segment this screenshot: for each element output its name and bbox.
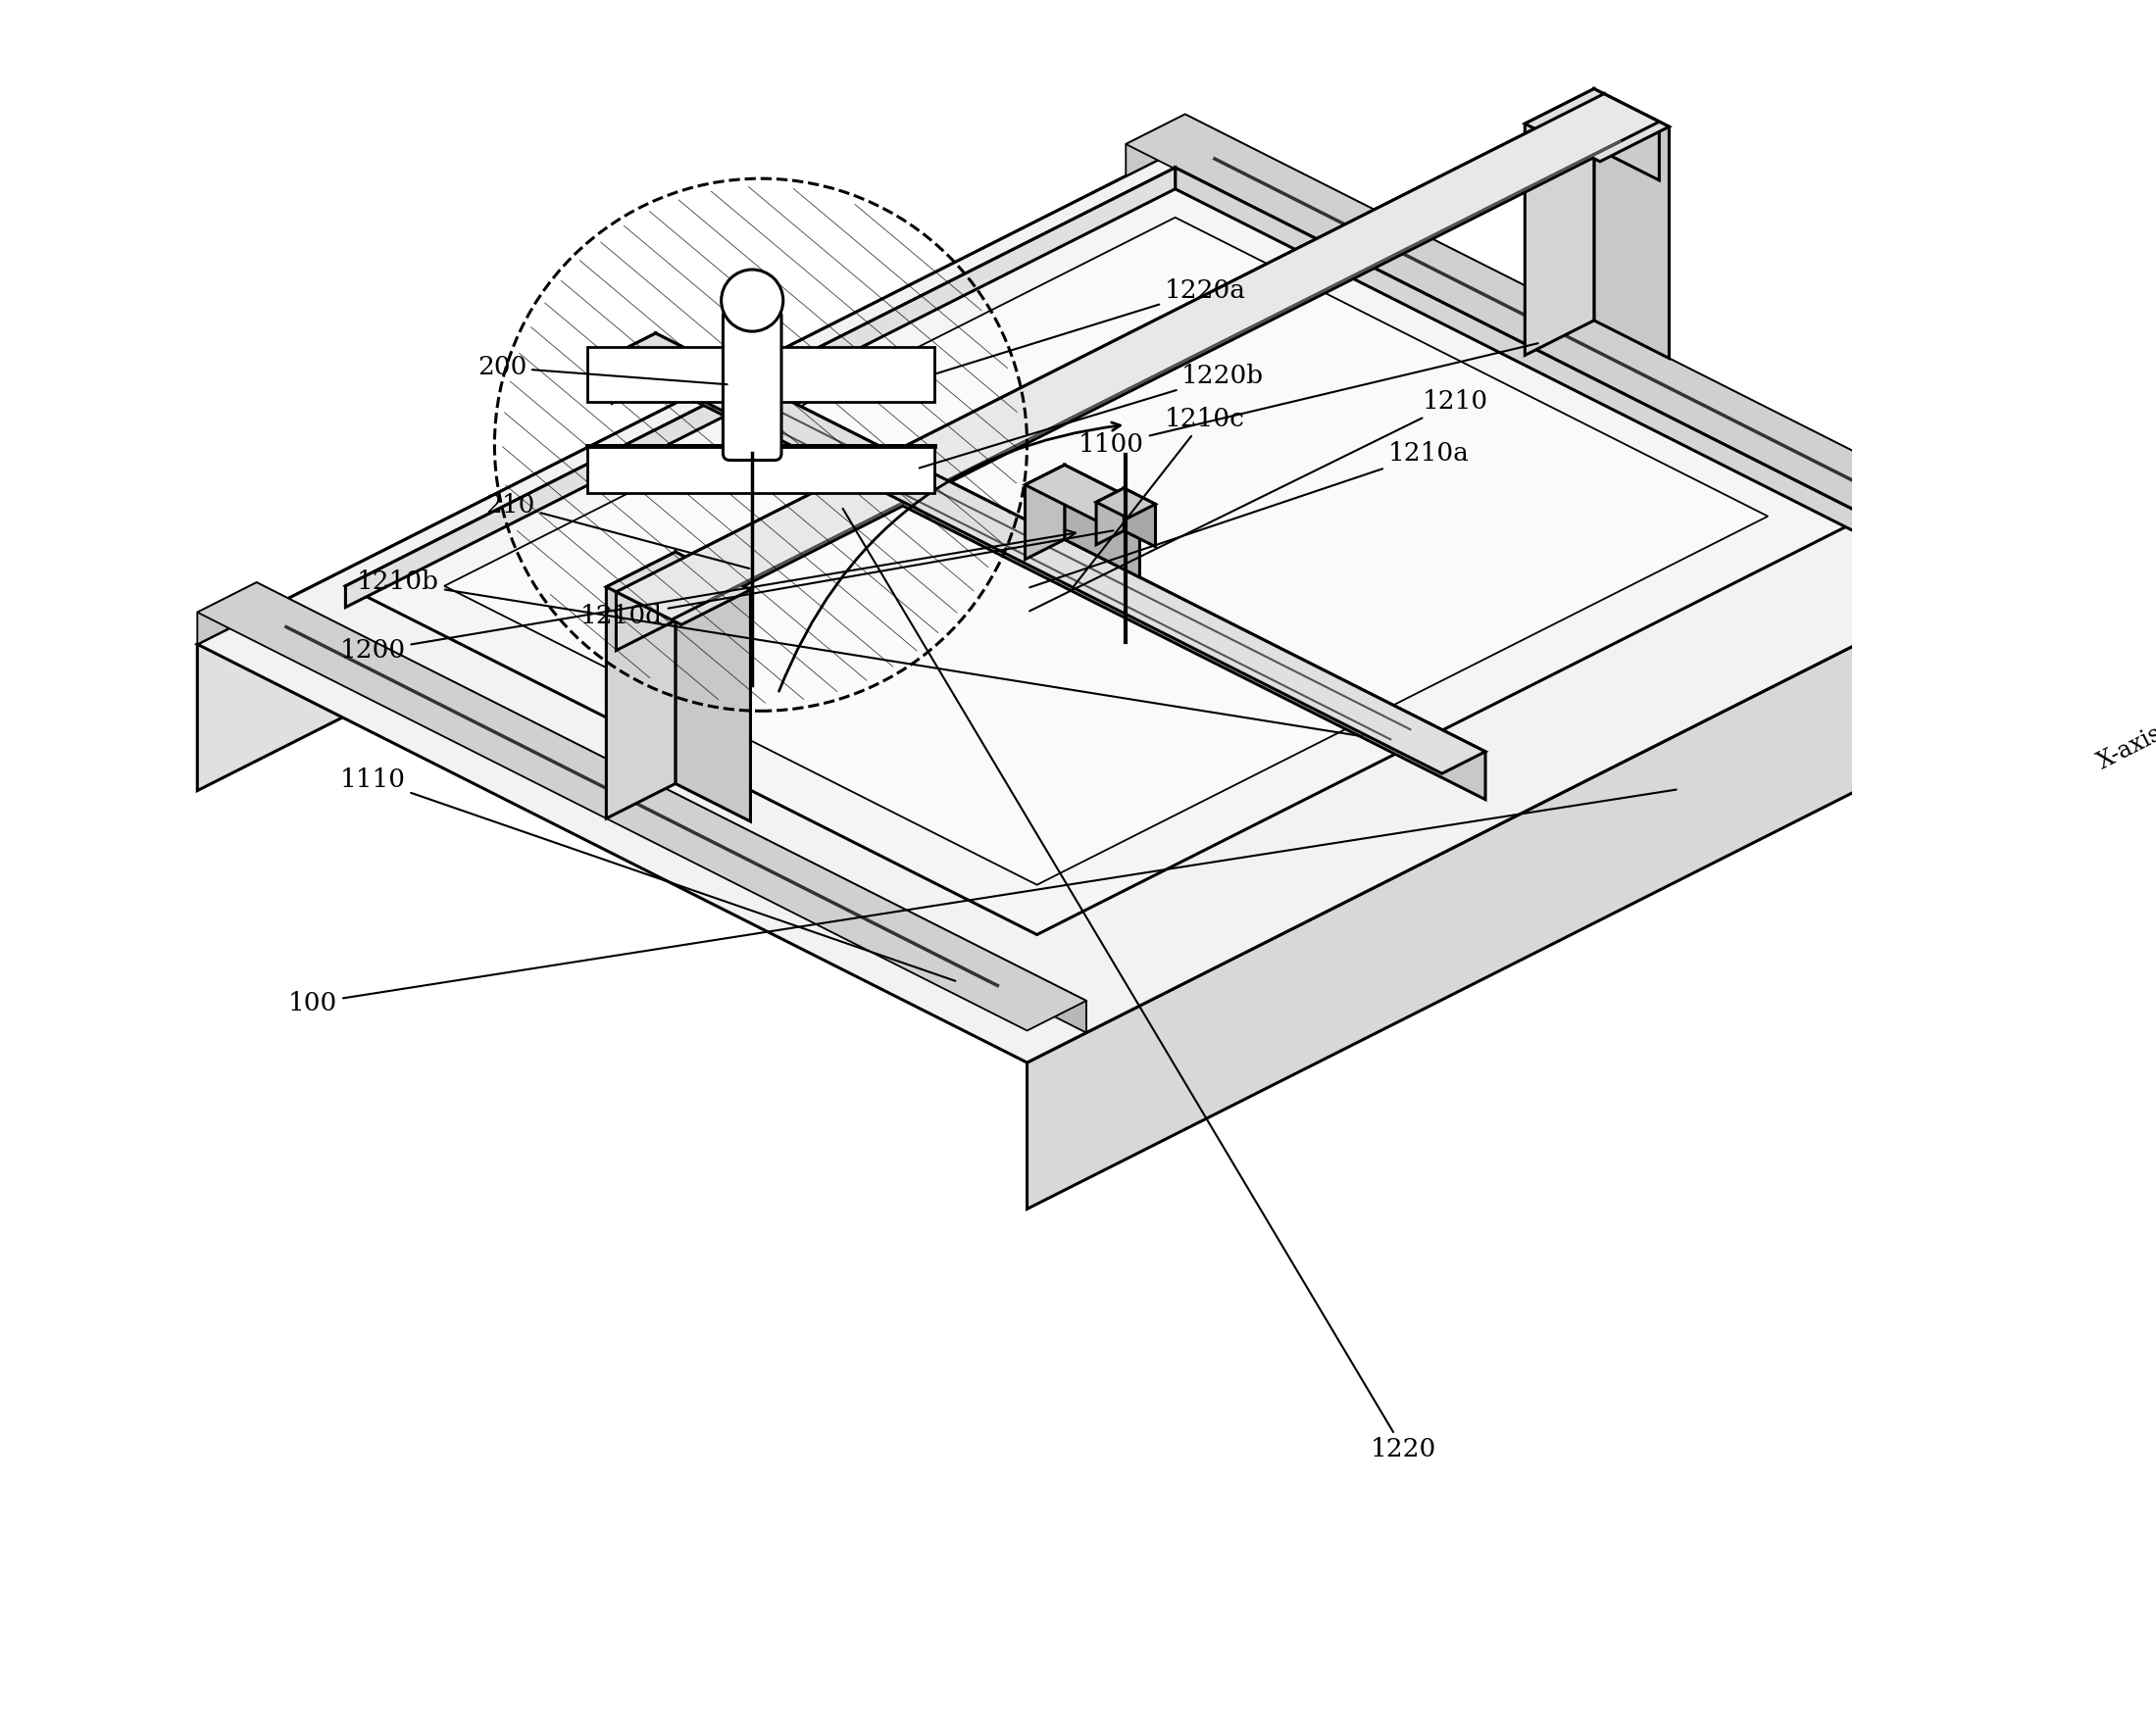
Polygon shape — [1065, 466, 1141, 578]
Text: 100: 100 — [289, 789, 1677, 1014]
Polygon shape — [345, 168, 1867, 935]
Polygon shape — [1186, 145, 2016, 711]
Bar — [589, 445, 934, 493]
Text: 1220: 1220 — [843, 509, 1436, 1461]
Text: 210: 210 — [485, 493, 750, 568]
Polygon shape — [1175, 168, 1867, 538]
Polygon shape — [1026, 564, 2016, 1208]
Polygon shape — [606, 552, 750, 625]
Polygon shape — [345, 168, 1175, 608]
Polygon shape — [1123, 488, 1156, 547]
Polygon shape — [198, 582, 1087, 1030]
Polygon shape — [1024, 466, 1141, 523]
Text: 1220a: 1220a — [936, 279, 1246, 374]
Text: X-axis: X-axis — [2093, 722, 2156, 774]
Polygon shape — [617, 93, 1604, 651]
Polygon shape — [257, 582, 1087, 1033]
Text: 200: 200 — [476, 355, 727, 384]
Polygon shape — [606, 552, 675, 819]
Polygon shape — [1024, 466, 1065, 559]
Polygon shape — [1604, 93, 1660, 180]
Polygon shape — [198, 145, 1186, 791]
Text: 1210d: 1210d — [580, 531, 1112, 628]
FancyBboxPatch shape — [722, 310, 780, 460]
Text: 1110: 1110 — [341, 767, 955, 981]
Polygon shape — [612, 334, 655, 403]
Polygon shape — [1125, 114, 2016, 563]
Polygon shape — [655, 334, 1485, 800]
FancyArrowPatch shape — [778, 422, 1121, 691]
Polygon shape — [1125, 114, 1186, 177]
Text: 1100: 1100 — [1078, 343, 1537, 457]
Circle shape — [722, 270, 783, 331]
Text: 1210b: 1210b — [358, 569, 1363, 736]
Text: 1210: 1210 — [1031, 389, 1488, 611]
Polygon shape — [1186, 114, 2016, 564]
Polygon shape — [444, 218, 1768, 885]
Polygon shape — [1593, 88, 1669, 358]
Polygon shape — [1524, 88, 1593, 355]
Text: 1210c: 1210c — [1072, 407, 1244, 589]
Polygon shape — [198, 582, 257, 644]
Text: 1210a: 1210a — [1031, 441, 1468, 587]
Text: 1200: 1200 — [341, 530, 1076, 663]
Polygon shape — [1095, 488, 1123, 545]
Polygon shape — [1095, 488, 1156, 518]
Polygon shape — [198, 145, 2016, 1063]
Polygon shape — [612, 334, 1485, 774]
Bar — [589, 346, 934, 402]
Polygon shape — [1524, 88, 1669, 161]
Text: 1220b: 1220b — [918, 364, 1263, 467]
Polygon shape — [617, 93, 1660, 620]
Polygon shape — [675, 552, 750, 822]
